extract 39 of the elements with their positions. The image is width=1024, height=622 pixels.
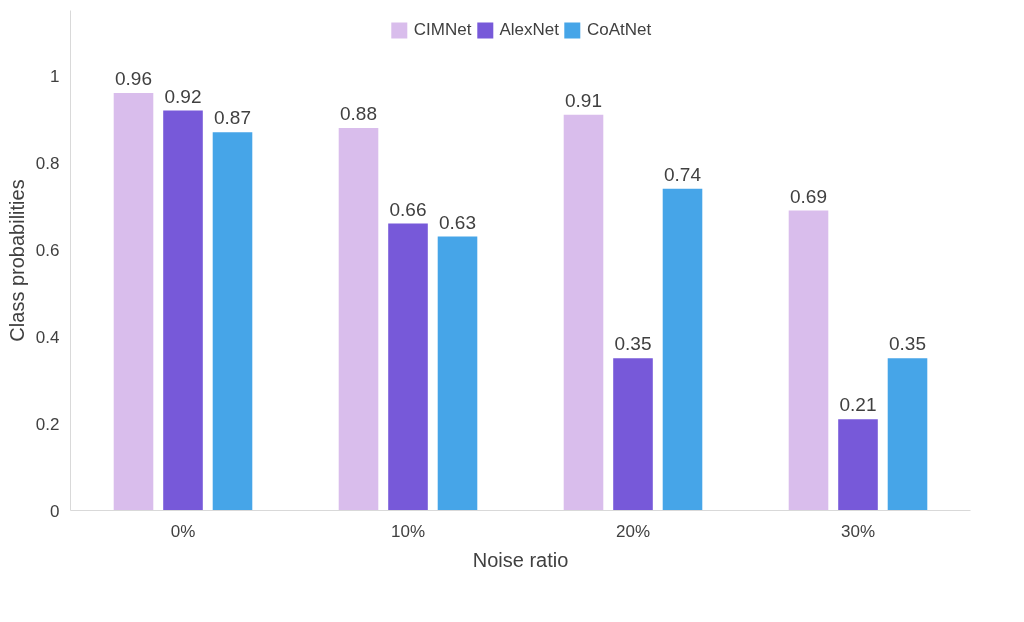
y-tick-label: 0.4 — [35, 327, 60, 347]
y-tick-label: 0 — [50, 501, 60, 521]
bar — [838, 419, 878, 511]
data-label: 0.91 — [565, 89, 602, 111]
bar — [338, 127, 379, 511]
bar — [662, 188, 703, 511]
x-axis-title: Noise ratio — [472, 548, 569, 571]
y-axis-title: Class probabilities — [5, 179, 28, 342]
bar — [788, 210, 829, 511]
x-tick-label: 0% — [170, 521, 196, 541]
y-tick-label: 1 — [50, 66, 60, 86]
x-tick-label: 10% — [390, 521, 426, 541]
bar — [212, 132, 253, 511]
data-label: 0.35 — [614, 333, 652, 355]
bar — [113, 93, 154, 511]
bar — [613, 358, 653, 511]
data-label: 0.87 — [214, 107, 251, 129]
legend-label: AlexNet — [499, 20, 559, 40]
bar — [388, 223, 428, 511]
bar — [163, 110, 203, 511]
y-tick-label: 0.8 — [35, 153, 60, 173]
data-label: 0.69 — [790, 185, 827, 207]
data-label: 0.35 — [889, 333, 926, 355]
legend-label: CIMNet — [413, 20, 472, 40]
x-tick-label: 20% — [615, 521, 651, 541]
bar — [887, 358, 928, 511]
data-label: 0.66 — [389, 198, 427, 220]
data-label: 0.74 — [664, 163, 702, 185]
bar — [563, 114, 604, 511]
y-tick-label: 0.6 — [35, 240, 60, 260]
bar — [437, 236, 478, 511]
data-label: 0.21 — [839, 394, 877, 416]
legend-label: CoAtNet — [586, 20, 652, 40]
data-label: 0.92 — [164, 85, 202, 107]
data-label: 0.96 — [115, 68, 152, 90]
data-label: 0.88 — [340, 102, 377, 124]
x-tick-label: 30% — [840, 521, 876, 541]
y-tick-label: 0.2 — [35, 414, 60, 434]
data-label: 0.63 — [439, 211, 476, 233]
